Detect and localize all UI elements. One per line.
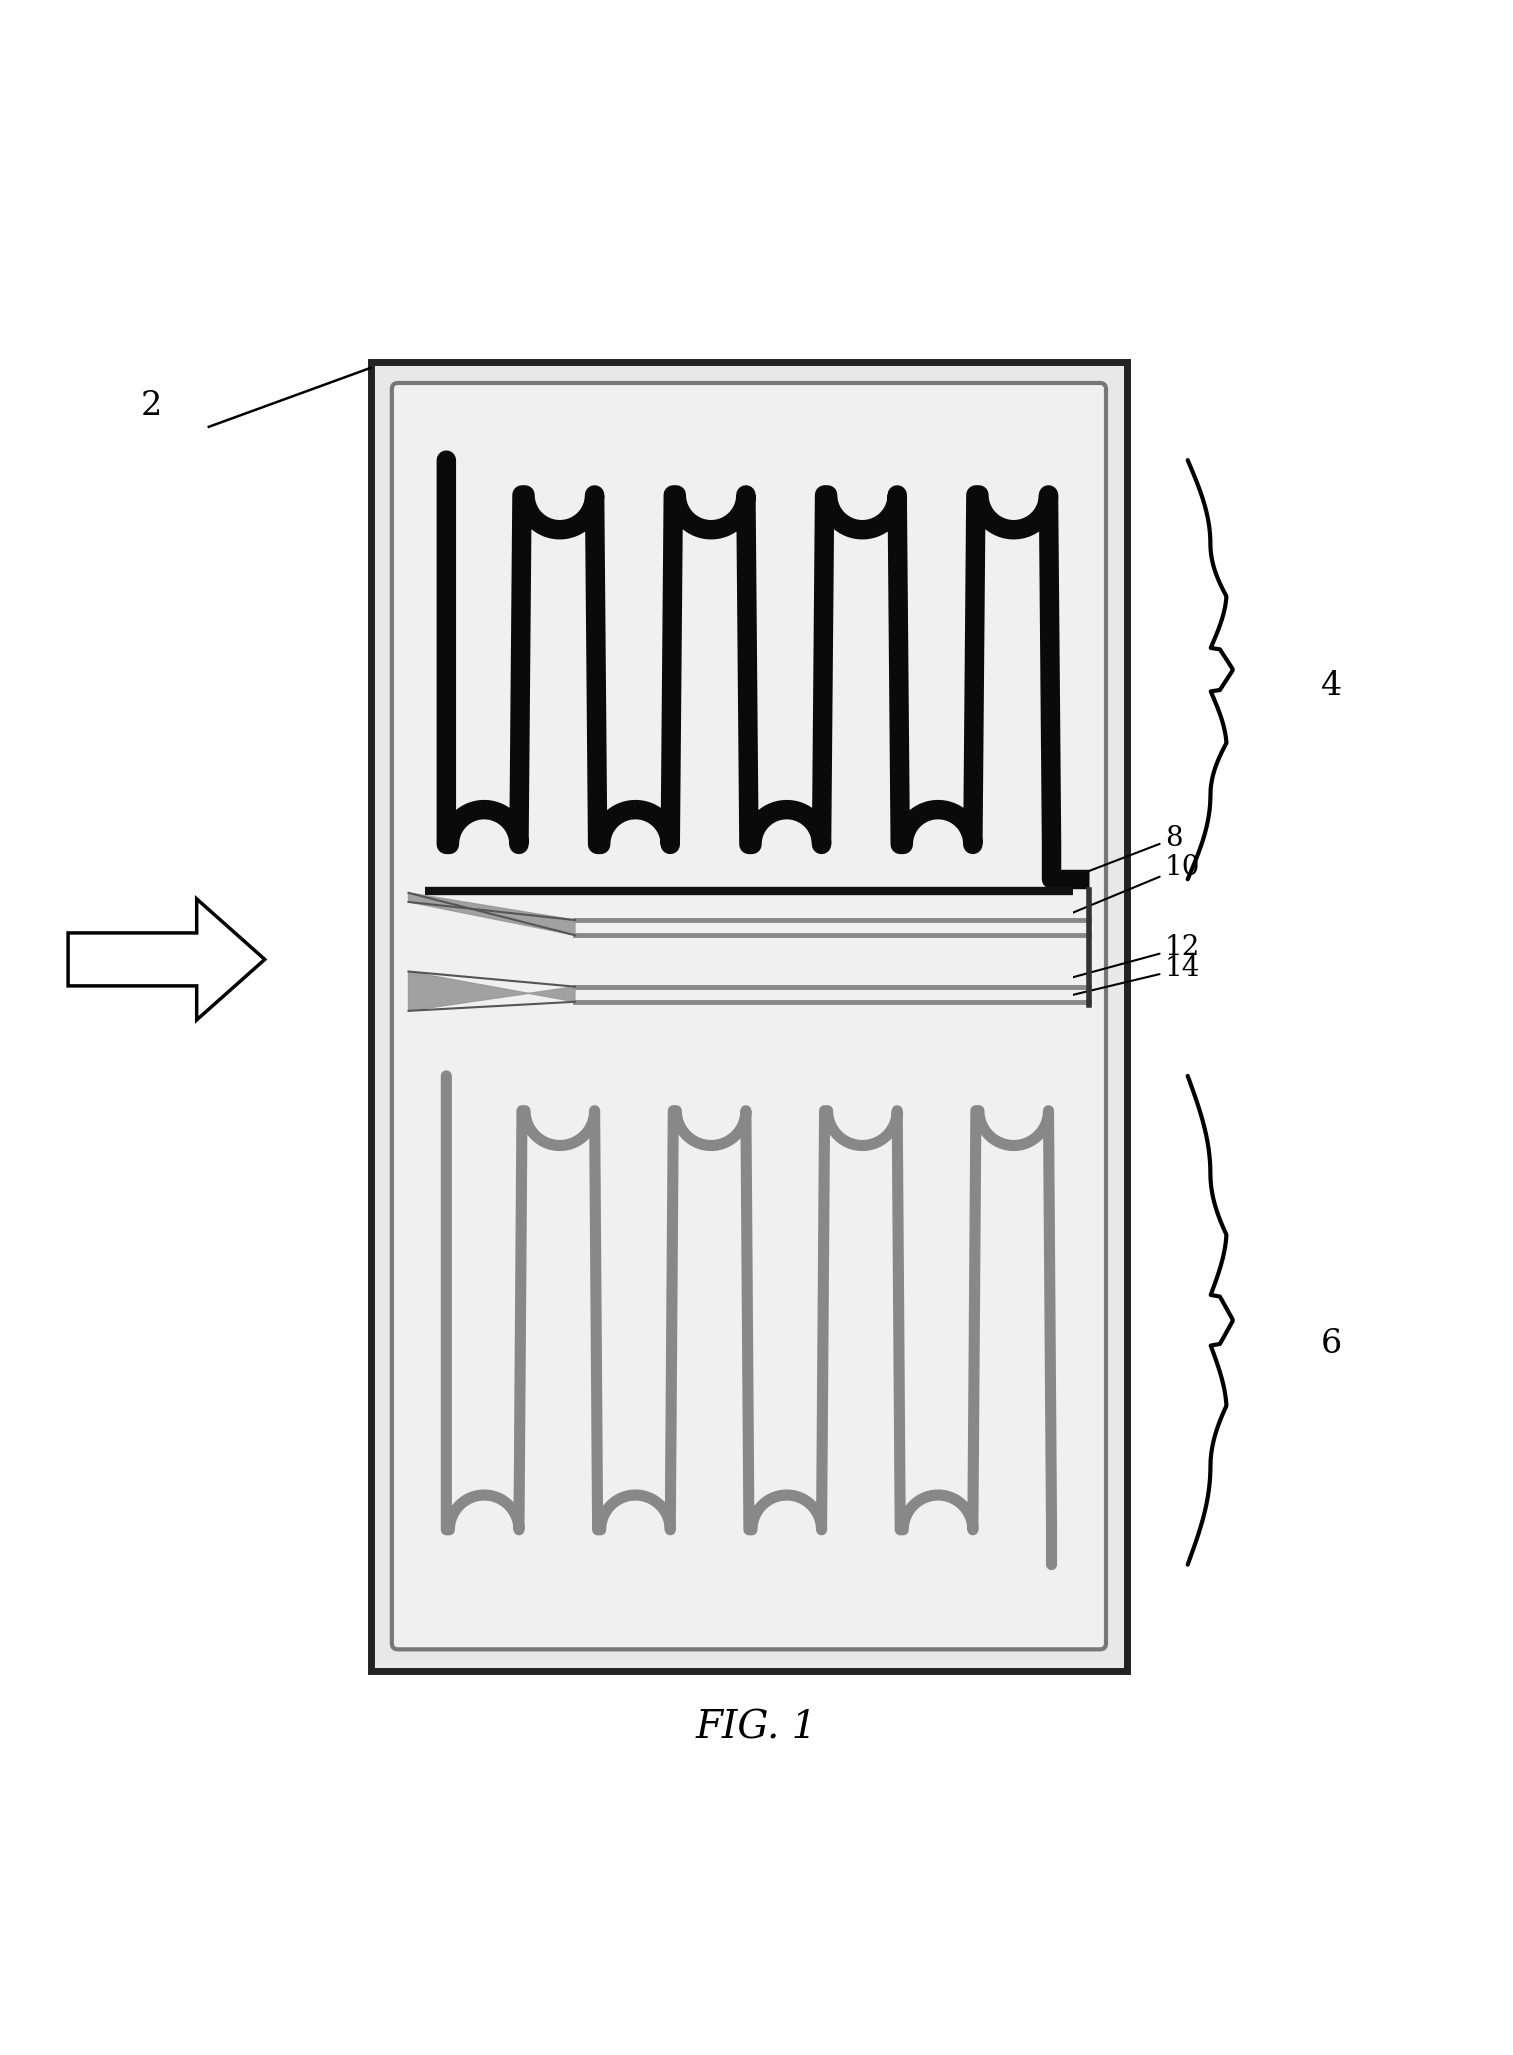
Bar xyxy=(371,362,1127,1671)
Text: 12: 12 xyxy=(1049,933,1200,986)
Polygon shape xyxy=(409,892,575,935)
Bar xyxy=(425,882,1073,1032)
Text: 6: 6 xyxy=(1321,1328,1342,1360)
FancyBboxPatch shape xyxy=(392,382,1106,1650)
FancyArrow shape xyxy=(68,898,265,1019)
Text: FIG. 1: FIG. 1 xyxy=(696,1710,817,1747)
Text: 4: 4 xyxy=(1321,670,1342,701)
Text: 10: 10 xyxy=(1049,853,1200,923)
Polygon shape xyxy=(409,972,575,1011)
Text: 2: 2 xyxy=(141,390,162,421)
Text: 14: 14 xyxy=(1049,956,1200,1003)
Text: 8: 8 xyxy=(1049,824,1183,888)
